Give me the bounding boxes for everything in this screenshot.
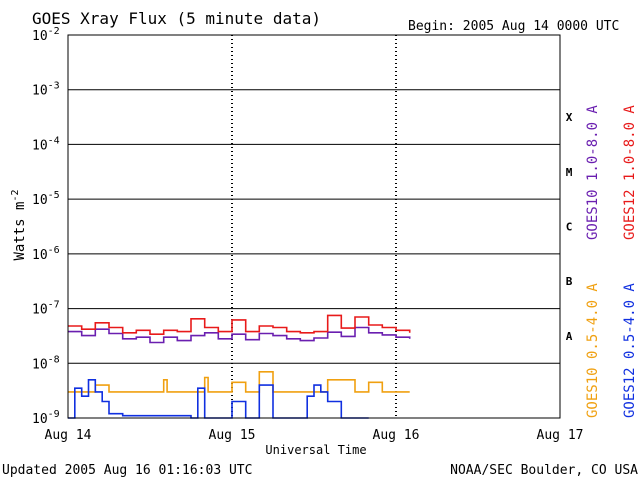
flare-class-m: M [566,166,573,179]
y-tick-label: 10-4 [32,135,60,153]
y-tick-exponent: -6 [48,245,60,256]
y-tick-base: 10 [32,84,48,99]
legend: GOES10 1.0-8.0 A GOES12 1.0-8.0 A GOES10 0… [585,105,638,418]
y-tick-base: 10 [32,29,48,44]
legend-entry: GOES10 1.0-8.0 A [585,105,601,240]
series-line-3 [68,379,369,419]
y-tick-exponent: -8 [48,354,60,365]
y-tick-exponent: -3 [48,81,60,92]
flare-class-x: X [566,111,573,124]
y-tick-label: 10-9 [32,409,60,427]
series-line-2 [68,371,410,393]
series-lines [68,314,411,419]
y-tick-exponent: -9 [48,409,60,420]
chart-title: GOES Xray Flux (5 minute data) [32,9,321,28]
flare-class-a: A [566,330,573,343]
y-tick-base: 10 [32,303,48,318]
flare-class-c: C [566,221,573,234]
x-tick-label: Aug 14 [45,428,92,443]
flare-class-labels: X M C B A [566,111,573,343]
y-tick-label: 10-8 [32,354,60,372]
y-tick-label: 10-6 [32,245,60,263]
series-line-1 [68,314,411,335]
y-axis-label-sup: -2 [10,189,21,201]
legend-entry: GOES10 0.5-4.0 A [585,283,601,418]
y-tick-base: 10 [32,357,48,372]
x-tick-label: Aug 16 [373,428,420,443]
x-tick-label: Aug 15 [209,428,256,443]
updated-timestamp: Updated 2005 Aug 16 01:16:03 UTC [2,463,252,478]
plot-frame [67,34,561,419]
y-tick-exponent: -5 [48,190,60,201]
y-tick-base: 10 [32,138,48,153]
y-tick-label: 10-5 [32,190,60,208]
series-line-0 [68,326,411,344]
credit: NOAA/SEC Boulder, CO USA [450,463,638,478]
grid [68,35,560,418]
y-tick-base: 10 [32,248,48,263]
y-tick-base: 10 [32,412,48,427]
y-tick-exponent: -2 [48,26,60,37]
flare-class-b: B [566,275,573,288]
y-tick-labels: 10-210-310-410-510-610-710-810-9 [32,26,60,427]
svg-text:Watts m-2: Watts m-2 [10,189,28,260]
y-tick-base: 10 [32,193,48,208]
y-tick-label: 10-2 [32,26,60,44]
y-axis-title: Watts m-2 [10,189,28,260]
x-tick-labels: Aug 14 Aug 15 Aug 16 Aug 17 [45,428,584,443]
x-axis-label: Universal Time [265,443,366,457]
y-tick-exponent: -7 [48,300,60,311]
begin-date: Begin: 2005 Aug 14 0000 UTC [408,19,619,34]
y-axis-label: Watts m [12,202,28,261]
y-tick-label: 10-3 [32,81,60,99]
y-tick-exponent: -4 [48,135,60,146]
legend-entry: GOES12 0.5-4.0 A [622,283,638,418]
y-tick-label: 10-7 [32,300,60,318]
x-tick-label: Aug 17 [537,428,584,443]
legend-entry: GOES12 1.0-8.0 A [622,105,638,240]
